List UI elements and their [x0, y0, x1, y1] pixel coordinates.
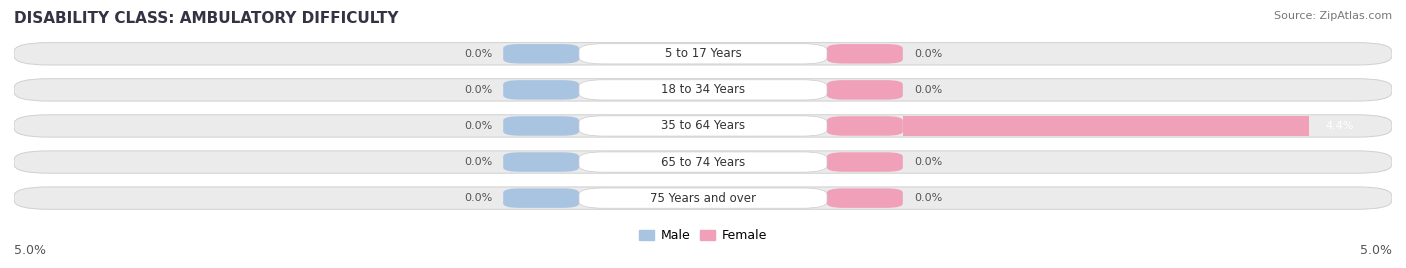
Text: 5 to 17 Years: 5 to 17 Years — [665, 47, 741, 60]
Text: 0.0%: 0.0% — [464, 85, 492, 95]
Text: 0.0%: 0.0% — [464, 121, 492, 131]
FancyBboxPatch shape — [903, 116, 1309, 136]
FancyBboxPatch shape — [503, 116, 579, 136]
Text: 0.0%: 0.0% — [914, 193, 942, 203]
FancyBboxPatch shape — [14, 43, 1392, 65]
Text: 4.4%: 4.4% — [1326, 121, 1354, 131]
Text: 0.0%: 0.0% — [914, 49, 942, 59]
FancyBboxPatch shape — [14, 187, 1392, 209]
FancyBboxPatch shape — [827, 80, 903, 100]
Text: 35 to 64 Years: 35 to 64 Years — [661, 120, 745, 132]
FancyBboxPatch shape — [14, 115, 1392, 137]
Legend: Male, Female: Male, Female — [634, 224, 772, 247]
Text: DISABILITY CLASS: AMBULATORY DIFFICULTY: DISABILITY CLASS: AMBULATORY DIFFICULTY — [14, 11, 398, 26]
FancyBboxPatch shape — [503, 80, 579, 100]
FancyBboxPatch shape — [579, 188, 827, 208]
FancyBboxPatch shape — [503, 188, 579, 208]
FancyBboxPatch shape — [579, 80, 827, 100]
FancyBboxPatch shape — [14, 151, 1392, 173]
FancyBboxPatch shape — [827, 116, 903, 136]
FancyBboxPatch shape — [503, 152, 579, 172]
FancyBboxPatch shape — [579, 44, 827, 64]
Text: 0.0%: 0.0% — [464, 193, 492, 203]
FancyBboxPatch shape — [827, 152, 903, 172]
Text: 5.0%: 5.0% — [14, 244, 46, 257]
FancyBboxPatch shape — [503, 44, 579, 64]
FancyBboxPatch shape — [579, 152, 827, 172]
FancyBboxPatch shape — [579, 116, 827, 136]
Text: 0.0%: 0.0% — [464, 49, 492, 59]
Text: 18 to 34 Years: 18 to 34 Years — [661, 83, 745, 96]
FancyBboxPatch shape — [827, 188, 903, 208]
Text: 5.0%: 5.0% — [1360, 244, 1392, 257]
FancyBboxPatch shape — [14, 79, 1392, 101]
Text: Source: ZipAtlas.com: Source: ZipAtlas.com — [1274, 11, 1392, 21]
FancyBboxPatch shape — [827, 44, 903, 64]
Text: 0.0%: 0.0% — [914, 157, 942, 167]
Text: 75 Years and over: 75 Years and over — [650, 192, 756, 204]
Text: 65 to 74 Years: 65 to 74 Years — [661, 155, 745, 169]
Text: 0.0%: 0.0% — [464, 157, 492, 167]
Text: 0.0%: 0.0% — [914, 85, 942, 95]
